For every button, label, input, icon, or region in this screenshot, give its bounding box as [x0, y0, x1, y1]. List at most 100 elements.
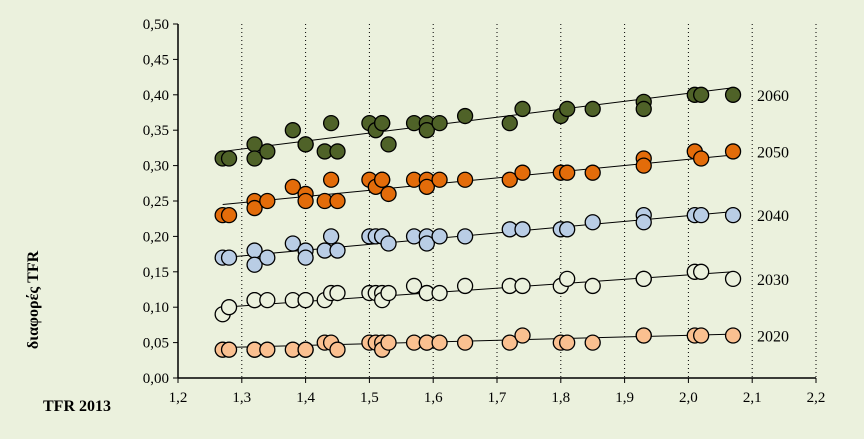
point-2060: [259, 143, 276, 160]
y-tick-labels: 0,00 0,05 0,10 0,15 0,20 0,25 0,30 0,35 0,40 0,45…: [143, 17, 169, 387]
series-label-2030: 2030: [757, 272, 789, 289]
y-tick-label: 0,15: [143, 265, 169, 281]
point-2030: [559, 270, 576, 288]
point-2060: [456, 107, 474, 125]
point-2040: [514, 221, 531, 238]
y-tick-label: 0,05: [143, 336, 169, 352]
point-2050: [514, 164, 531, 181]
data-points: [214, 86, 742, 358]
y-tick-label: 0,30: [143, 159, 169, 175]
x-tick-labels: 1,2 1,3 1,4 1,5 1,6 1,7 1,8 1,9 2,0 2,1 2,2: [169, 390, 826, 406]
x-tick-label: 1,9: [615, 390, 634, 406]
y-tick-label: 0,35: [143, 123, 169, 139]
point-2060: [374, 114, 391, 132]
point-2030: [514, 277, 531, 295]
point-2030: [431, 284, 448, 302]
point-2060: [635, 100, 652, 118]
point-2040: [431, 228, 448, 245]
point-2040: [297, 249, 314, 266]
series-label-2020: 2020: [757, 329, 789, 346]
point-2040: [584, 214, 601, 231]
point-2050: [322, 171, 340, 188]
x-tick-label: 1,2: [169, 390, 188, 406]
point-2020: [259, 341, 276, 358]
point-2050: [329, 192, 346, 210]
x-tick-label: 1,6: [424, 390, 443, 406]
point-2020: [635, 327, 652, 344]
point-2020: [559, 334, 576, 351]
point-2050: [693, 150, 710, 167]
x-tick-label: 2,1: [743, 390, 762, 406]
point-2020: [329, 341, 346, 358]
point-2050: [220, 207, 238, 224]
point-2050: [635, 157, 652, 174]
point-2030: [297, 291, 314, 309]
point-2030: [380, 284, 397, 302]
y-tick-label: 0,25: [143, 194, 169, 210]
point-2050: [284, 178, 301, 195]
point-2040: [724, 207, 742, 224]
point-2060: [380, 136, 397, 153]
point-2060: [297, 136, 314, 153]
series-label-2040: 2040: [757, 208, 789, 225]
x-tick-label: 1,4: [296, 390, 315, 406]
point-2020: [501, 334, 518, 351]
point-2040: [418, 235, 435, 252]
point-2050: [559, 164, 576, 181]
point-2050: [380, 185, 397, 203]
point-2040: [284, 235, 301, 252]
x-tick-label: 1,7: [488, 390, 507, 406]
point-2030: [259, 291, 276, 309]
point-2030: [693, 263, 710, 280]
point-2060: [220, 150, 238, 167]
point-2030: [584, 277, 601, 295]
y-axis-title: διαφορές TFR: [25, 250, 42, 349]
point-2060: [284, 122, 301, 139]
point-2030: [635, 270, 652, 288]
point-2020: [514, 327, 531, 344]
point-2050: [374, 171, 391, 188]
point-2030: [724, 270, 742, 288]
point-2020: [431, 334, 448, 351]
point-2040: [380, 235, 397, 252]
point-2040: [220, 249, 238, 266]
point-2020: [724, 327, 742, 344]
point-2050: [418, 178, 435, 195]
point-2060: [724, 86, 742, 103]
point-2040: [322, 228, 340, 245]
point-2020: [380, 334, 397, 351]
point-2030: [329, 284, 346, 302]
point-2060: [329, 143, 346, 160]
y-tick-label: 0,45: [143, 52, 169, 68]
point-2030: [456, 277, 474, 295]
axes: [173, 23, 817, 383]
point-2050: [246, 199, 263, 217]
point-2050: [584, 164, 601, 181]
point-2020: [693, 327, 710, 344]
point-2060: [418, 122, 435, 139]
point-2050: [259, 192, 276, 210]
x-tick-label: 1,5: [360, 390, 379, 406]
point-2020: [297, 341, 314, 358]
point-2050: [724, 143, 742, 160]
point-2060: [693, 86, 710, 103]
y-tick-label: 0,50: [143, 17, 169, 33]
x-tick-label: 2,0: [679, 390, 698, 406]
point-2060: [514, 100, 531, 118]
point-2040: [246, 256, 263, 273]
point-2040: [635, 214, 652, 231]
y-tick-label: 0,10: [143, 300, 169, 316]
point-2060: [322, 114, 340, 132]
x-axis-title: TFR 2013: [43, 398, 111, 415]
point-2060: [501, 114, 518, 132]
point-2050: [501, 171, 518, 188]
point-2060: [431, 114, 448, 132]
point-2040: [693, 207, 710, 224]
series-label-2050: 2050: [757, 144, 789, 161]
x-tick-label: 1,3: [232, 390, 251, 406]
point-2050: [456, 171, 474, 188]
series-labels: 2060 2050 2040 2030 2020: [757, 88, 789, 346]
x-tick-label: 1,8: [551, 390, 570, 406]
point-2060: [584, 100, 601, 118]
